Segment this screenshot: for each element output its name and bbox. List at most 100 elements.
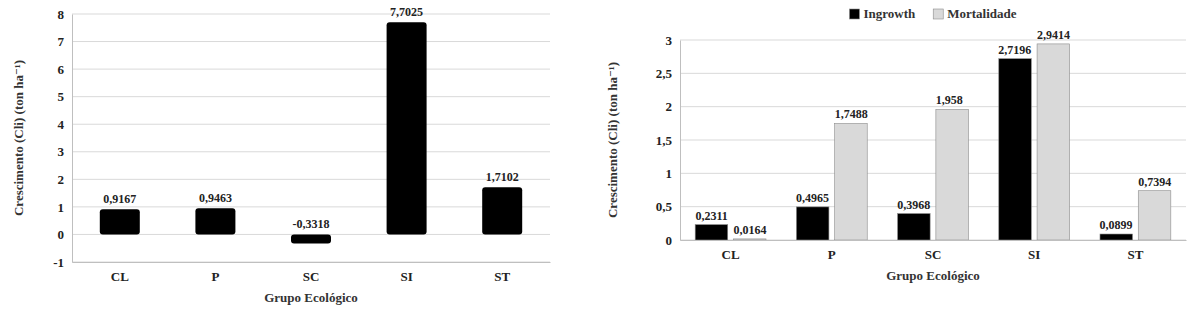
x-tick-label: SI (1028, 247, 1040, 262)
y-tick-label: 0,5 (656, 199, 673, 214)
x-tick: P (828, 240, 836, 262)
legend-swatch (849, 9, 859, 19)
grid-line (72, 124, 550, 125)
y-tick-label: 1 (58, 200, 65, 215)
y-tick: 2,5 (656, 66, 680, 81)
data-label: 2,7196 (998, 43, 1031, 57)
y-tick: 0 (666, 233, 681, 248)
y-tick: 0,5 (656, 199, 680, 214)
chart-0: -1 0 1 2 3 4 5 6 7 8 CL P SC SI ST Crescimento (Cli) (t… (11, 5, 551, 305)
x-tick-label: ST (1127, 247, 1143, 262)
grid-line (72, 262, 550, 263)
x-axis-line (681, 240, 1187, 241)
grid-line (680, 73, 1186, 74)
data-label: 0,7394 (1138, 175, 1171, 189)
y-tick: 1,5 (656, 133, 680, 148)
bar (1037, 44, 1070, 240)
x-axis: CL P SC SI ST (73, 262, 551, 284)
y-tick-label: 1 (666, 166, 673, 181)
legend-item: Ingrowth (849, 6, 916, 21)
y-tick-label: 8 (58, 7, 65, 22)
x-axis-title: Grupo Ecológico (264, 290, 358, 305)
bar (195, 208, 235, 234)
y-tick: 0 (58, 227, 73, 242)
data-labels: 0,23110,49650,39682,71960,08990,01641,74… (695, 28, 1171, 237)
y-tick: 2 (58, 172, 73, 187)
y-tick: 6 (58, 62, 73, 77)
x-axis: CLPSCSIST (681, 240, 1187, 262)
data-labels: 0,91670,9463-0,33187,70251,7102 (103, 5, 518, 231)
grid-line (72, 14, 550, 15)
data-label: 0,4965 (796, 191, 829, 205)
y-tick: 4 (58, 117, 73, 132)
x-tick: P (211, 262, 219, 284)
y-tick: 1 (666, 166, 681, 181)
y-tick: 1 (58, 200, 73, 215)
bar (999, 59, 1032, 240)
y-axis-title: Crescimento (Cli) (ton ha⁻¹) (11, 60, 26, 216)
grid-line (680, 106, 1186, 107)
bar (482, 187, 522, 234)
bar (1138, 191, 1171, 240)
legend-swatch (933, 9, 943, 19)
y-tick-label: 3 (666, 33, 673, 48)
y-axis: -1 0 1 2 3 4 5 6 7 8 (53, 7, 72, 270)
grid (680, 40, 1186, 240)
y-tick-label: 2 (666, 99, 673, 114)
x-tick: SI (1028, 240, 1040, 262)
y-tick: 3 (666, 33, 681, 48)
data-label: 0,0899 (1100, 218, 1133, 232)
bar (796, 207, 829, 240)
grid-line (72, 96, 550, 97)
data-label: 1,958 (936, 93, 963, 107)
grid (72, 14, 550, 262)
x-tick-label: SC (303, 269, 320, 284)
y-tick-label: 3 (58, 144, 65, 159)
y-tick-label: 1,5 (656, 133, 673, 148)
bars (100, 22, 522, 243)
data-label: 0,0164 (733, 223, 766, 237)
bar (100, 209, 140, 234)
data-label: 7,7025 (390, 5, 423, 19)
bar (898, 214, 931, 240)
x-axis-title: Grupo Ecológico (886, 268, 980, 283)
x-tick: ST (494, 262, 510, 284)
grid-line (72, 151, 550, 152)
y-axis-line (680, 41, 681, 241)
x-tick: SC (303, 262, 320, 284)
y-tick-label: -1 (53, 255, 64, 270)
y-tick: 5 (58, 89, 73, 104)
grid-line (680, 206, 1186, 207)
y-axis-line (72, 15, 73, 263)
legend-item: Mortalidade (933, 6, 1017, 21)
x-tick: ST (1127, 240, 1143, 262)
y-tick-label: 5 (58, 89, 65, 104)
bar (835, 123, 868, 240)
y-tick-label: 0 (58, 227, 65, 242)
y-tick-label: 2,5 (656, 66, 673, 81)
y-tick-label: 6 (58, 62, 65, 77)
figure: -1 0 1 2 3 4 5 6 7 8 CL P SC SI ST Crescimento (Cli) (t… (0, 0, 1199, 324)
x-tick-label: CL (722, 247, 740, 262)
y-tick-label: 7 (58, 34, 65, 49)
y-axis-title: Crescimento (Cli) (ton ha⁻¹) (605, 62, 620, 218)
grid-line (680, 173, 1186, 174)
data-label: 0,9167 (103, 192, 136, 206)
grid-line (72, 179, 550, 180)
y-axis: 0 0,5 1 1,5 2 2,5 3 (656, 33, 681, 248)
y-tick: -1 (53, 255, 72, 270)
y-tick-label: 4 (58, 117, 65, 132)
y-tick: 2 (666, 99, 681, 114)
y-tick: 7 (58, 34, 73, 49)
x-tick-label: SI (400, 269, 412, 284)
bar (936, 109, 969, 240)
legend-label: Ingrowth (863, 6, 916, 21)
x-tick: CL (111, 262, 129, 284)
grid-line (680, 140, 1186, 141)
x-tick: SI (400, 262, 412, 284)
data-label: 1,7102 (486, 170, 519, 184)
grid-line (72, 206, 550, 207)
x-axis-line (73, 262, 551, 263)
bar (291, 234, 331, 243)
data-label: 2,9414 (1037, 28, 1070, 42)
